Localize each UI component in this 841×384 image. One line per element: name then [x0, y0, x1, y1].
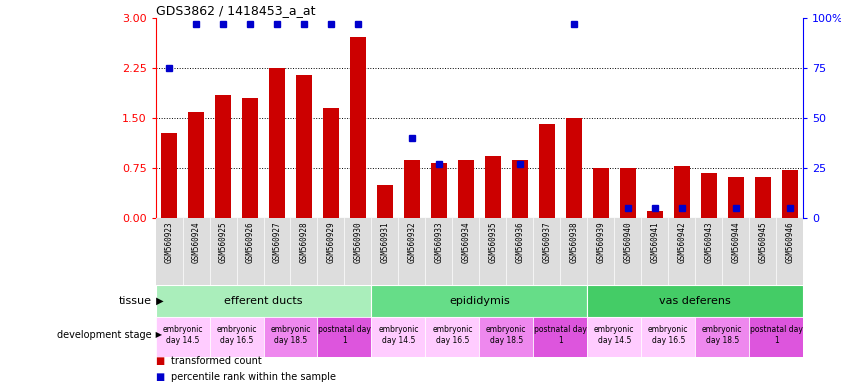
Text: postnatal day
1: postnatal day 1 — [318, 325, 371, 345]
Text: percentile rank within the sample: percentile rank within the sample — [171, 372, 336, 382]
Text: GSM560928: GSM560928 — [299, 222, 309, 263]
Text: GSM560924: GSM560924 — [192, 222, 200, 263]
Bar — [727, 177, 743, 218]
Text: GSM560925: GSM560925 — [219, 222, 228, 263]
Text: GSM560927: GSM560927 — [272, 222, 282, 263]
Bar — [156, 285, 372, 317]
Bar — [674, 166, 690, 218]
Bar — [242, 98, 258, 218]
Bar — [593, 168, 609, 218]
Text: embryonic
day 16.5: embryonic day 16.5 — [432, 325, 473, 345]
Bar — [754, 177, 770, 218]
Bar — [431, 163, 447, 218]
Text: GSM560937: GSM560937 — [542, 222, 552, 263]
Text: GSM560938: GSM560938 — [569, 222, 579, 263]
Text: GSM560932: GSM560932 — [407, 222, 416, 263]
Text: ■: ■ — [156, 372, 168, 382]
Text: GSM560934: GSM560934 — [462, 222, 470, 263]
Bar — [566, 118, 582, 218]
Bar — [647, 212, 663, 218]
Bar — [426, 317, 479, 357]
Text: GSM560946: GSM560946 — [785, 222, 794, 263]
Bar — [511, 159, 528, 218]
Bar — [372, 317, 426, 357]
Text: development stage: development stage — [56, 330, 151, 340]
Bar — [156, 317, 209, 357]
Text: tissue: tissue — [119, 296, 151, 306]
Text: embryonic
day 14.5: embryonic day 14.5 — [594, 325, 634, 345]
Bar — [701, 173, 717, 218]
Bar — [620, 168, 636, 218]
Bar — [484, 156, 501, 218]
Text: efferent ducts: efferent ducts — [225, 296, 303, 306]
Text: embryonic
day 18.5: embryonic day 18.5 — [270, 325, 310, 345]
Bar — [215, 95, 231, 218]
Bar — [533, 317, 587, 357]
Text: vas deferens: vas deferens — [659, 296, 731, 306]
Bar — [323, 108, 339, 218]
Text: GSM560935: GSM560935 — [489, 222, 497, 263]
Text: embryonic
day 18.5: embryonic day 18.5 — [486, 325, 526, 345]
Text: GSM560931: GSM560931 — [380, 222, 389, 263]
Bar — [188, 112, 204, 218]
Bar — [161, 133, 177, 218]
Bar — [539, 124, 555, 218]
Text: embryonic
day 16.5: embryonic day 16.5 — [648, 325, 689, 345]
Text: epididymis: epididymis — [449, 296, 510, 306]
Text: embryonic
day 14.5: embryonic day 14.5 — [162, 325, 203, 345]
Bar — [458, 159, 474, 218]
Text: ▶: ▶ — [153, 296, 164, 306]
Text: transformed count: transformed count — [171, 356, 262, 366]
Text: GSM560936: GSM560936 — [516, 222, 524, 263]
Text: GSM560933: GSM560933 — [435, 222, 443, 263]
Text: GDS3862 / 1418453_a_at: GDS3862 / 1418453_a_at — [156, 4, 315, 17]
Text: GSM560939: GSM560939 — [596, 222, 606, 263]
Bar — [404, 159, 420, 218]
Text: GSM560926: GSM560926 — [246, 222, 255, 263]
Bar — [641, 317, 696, 357]
Text: ▶: ▶ — [153, 331, 162, 339]
Bar — [318, 317, 372, 357]
Text: embryonic
day 16.5: embryonic day 16.5 — [216, 325, 257, 345]
Bar — [749, 317, 803, 357]
Bar — [377, 185, 393, 218]
Bar — [587, 317, 641, 357]
Bar — [209, 317, 263, 357]
Bar — [587, 285, 803, 317]
Text: postnatal day
1: postnatal day 1 — [534, 325, 587, 345]
Text: GSM560945: GSM560945 — [759, 222, 767, 263]
Text: GSM560944: GSM560944 — [731, 222, 740, 263]
Text: postnatal day
1: postnatal day 1 — [749, 325, 802, 345]
Text: embryonic
day 18.5: embryonic day 18.5 — [702, 325, 743, 345]
Text: ■: ■ — [156, 356, 168, 366]
Bar — [696, 317, 749, 357]
Bar — [479, 317, 533, 357]
Bar — [263, 317, 317, 357]
Text: GSM560940: GSM560940 — [623, 222, 632, 263]
Text: GSM560943: GSM560943 — [704, 222, 713, 263]
Bar — [269, 68, 285, 218]
Text: GSM560930: GSM560930 — [353, 222, 362, 263]
Text: GSM560923: GSM560923 — [165, 222, 173, 263]
Text: embryonic
day 14.5: embryonic day 14.5 — [378, 325, 419, 345]
Bar — [372, 285, 587, 317]
Bar — [781, 170, 798, 218]
Text: GSM560942: GSM560942 — [677, 222, 686, 263]
Bar — [296, 75, 312, 218]
Bar — [350, 37, 366, 218]
Text: GSM560941: GSM560941 — [650, 222, 659, 263]
Text: GSM560929: GSM560929 — [326, 222, 336, 263]
